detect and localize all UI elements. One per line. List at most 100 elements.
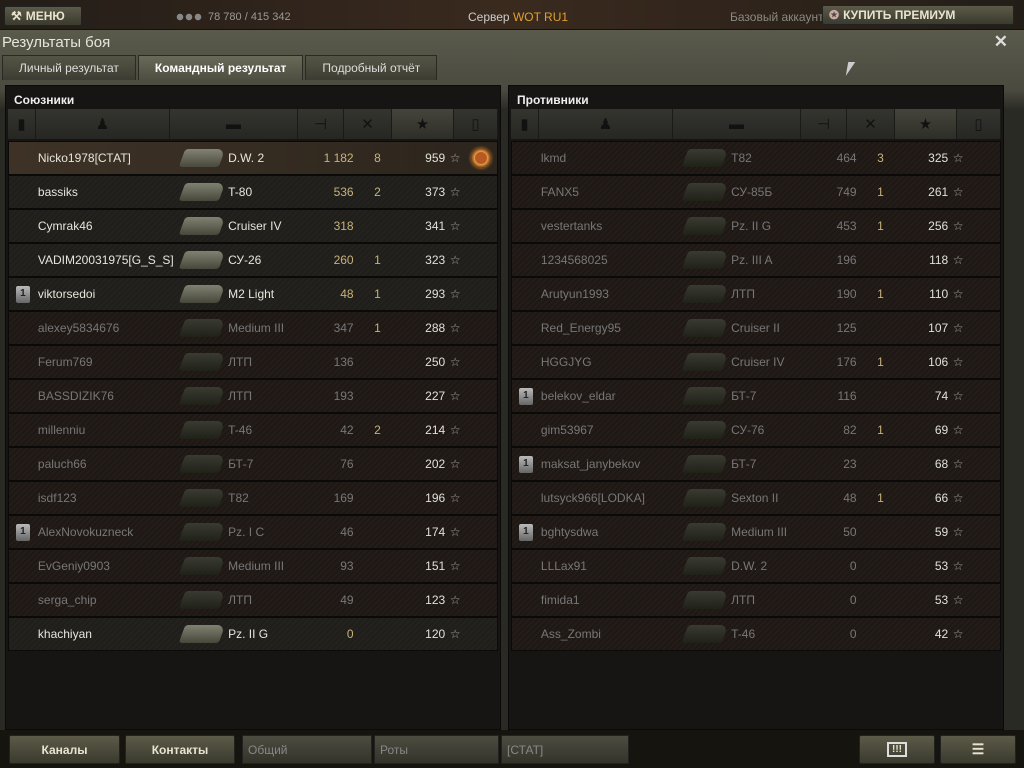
tab-detailed-report[interactable]: Подробный отчёт <box>305 55 438 80</box>
tank-name: ЛТП <box>731 593 755 607</box>
player-row[interactable]: Red_Energy95 Cruiser II 125 107 ☆ <box>511 311 1001 345</box>
player-name[interactable]: lkmd <box>540 151 567 165</box>
player-row[interactable]: vestertanks Pz. II G 453 1 256 ☆ <box>511 209 1001 243</box>
player-name[interactable]: maksat_janybekov <box>540 457 641 471</box>
player-name[interactable]: lutsyck966[LODKA] <box>540 491 645 505</box>
damage-column-header[interactable]: ⊣ <box>801 109 847 139</box>
player-row[interactable]: fimida1 ЛТП 0 53 ☆ <box>511 583 1001 617</box>
player-row[interactable]: millenniu T-46 42 2 214 ☆ <box>8 413 498 447</box>
player-row[interactable]: serga_chip ЛТП 49 123 ☆ <box>8 583 498 617</box>
player-row[interactable]: khachiyan Pz. II G 0 120 ☆ <box>8 617 498 651</box>
player-name[interactable]: HGGJYG <box>540 355 592 369</box>
tank-icon <box>179 251 226 269</box>
player-row[interactable]: 1 belekov_eldar БТ-7 116 74 ☆ <box>511 379 1001 413</box>
frags-column-header[interactable]: ✕ <box>344 109 392 139</box>
player-name[interactable]: BASSDIZIK76 <box>37 389 114 403</box>
player-row[interactable]: lutsyck966[LODKA] Sexton II 48 1 66 ☆ <box>511 481 1001 515</box>
star-icon: ☆ <box>952 627 964 641</box>
damage-column-header[interactable]: ⊣ <box>298 109 344 139</box>
frags-column-header[interactable]: ✕ <box>847 109 895 139</box>
player-name[interactable]: khachiyan <box>37 627 92 641</box>
player-name[interactable]: bassiks <box>37 185 78 199</box>
player-row[interactable]: Cymrak46 Cruiser IV 318 341 ☆ <box>8 209 498 243</box>
player-name[interactable]: vestertanks <box>540 219 603 233</box>
player-row[interactable]: gim53967 СУ-76 82 1 69 ☆ <box>511 413 1001 447</box>
xp-value: 256 <box>928 219 949 233</box>
player-row[interactable]: 1234568025 Pz. III A 196 118 ☆ <box>511 243 1001 277</box>
list-menu-button[interactable]: ☰ <box>940 735 1016 764</box>
player-row[interactable]: Nicko1978[СТАТ] D.W. 2 1 182 8 959 ☆ <box>8 141 498 175</box>
player-column-header[interactable]: ♟ <box>539 109 673 139</box>
player-row[interactable]: Arutyun1993 ЛТП 190 1 110 ☆ <box>511 277 1001 311</box>
player-name[interactable]: gim53967 <box>540 423 594 437</box>
player-name[interactable]: FANX5 <box>540 185 579 199</box>
rank-column-header[interactable]: ▮ <box>511 109 539 139</box>
player-row[interactable]: 1 bghtysdwa Medium III 50 59 ☆ <box>511 515 1001 549</box>
player-column-header[interactable]: ♟ <box>36 109 170 139</box>
rank-cell: 1 <box>9 523 37 541</box>
player-name[interactable]: bghtysdwa <box>540 525 599 539</box>
player-row[interactable]: VADIM20031975[G_S_S] СУ-26 260 1 323 ☆ <box>8 243 498 277</box>
player-row[interactable]: alexey5834676 Medium III 347 1 288 ☆ <box>8 311 498 345</box>
player-name[interactable]: paluch66 <box>37 457 87 471</box>
channels-button[interactable]: Каналы <box>9 735 120 764</box>
medal-column-header[interactable]: ▯ <box>454 109 498 139</box>
tank-column-header[interactable]: ▬ <box>170 109 298 139</box>
tank-column-header[interactable]: ▬ <box>673 109 801 139</box>
player-name[interactable]: millenniu <box>37 423 86 437</box>
rank-column-header[interactable]: ▮ <box>8 109 36 139</box>
player-row[interactable]: 1 maksat_janybekov БТ-7 23 68 ☆ <box>511 447 1001 481</box>
player-name[interactable]: fimida1 <box>540 593 580 607</box>
close-icon[interactable]: ✕ <box>993 32 1008 51</box>
tab-team-result[interactable]: Командный результат <box>137 55 304 80</box>
player-row[interactable]: 1 viktorsedoi M2 Light 48 1 293 ☆ <box>8 277 498 311</box>
player-name[interactable]: Red_Energy95 <box>540 321 621 335</box>
player-row[interactable]: Ferum769 ЛТП 136 250 ☆ <box>8 345 498 379</box>
player-name[interactable]: LLLax91 <box>540 559 587 573</box>
star-icon: ☆ <box>952 321 964 335</box>
player-row[interactable]: LLLax91 D.W. 2 0 53 ☆ <box>511 549 1001 583</box>
player-name[interactable]: AlexNovokuzneck <box>37 525 134 539</box>
player-name[interactable]: alexey5834676 <box>37 321 120 335</box>
notifications-button[interactable]: !!! <box>859 735 935 764</box>
buy-premium-button[interactable]: ✪ КУПИТЬ ПРЕМИУМ <box>822 5 1014 25</box>
player-name[interactable]: serga_chip <box>37 593 97 607</box>
chat-tab-companies[interactable]: Роты <box>374 735 499 764</box>
xp-star-column-header[interactable]: ★ <box>392 109 454 139</box>
player-row[interactable]: HGGJYG Cruiser IV 176 1 106 ☆ <box>511 345 1001 379</box>
player-row[interactable]: Ass_Zombi T-46 0 42 ☆ <box>511 617 1001 651</box>
player-name[interactable]: VADIM20031975[G_S_S] <box>37 253 174 267</box>
player-row[interactable]: EvGeniy0903 Medium III 93 151 ☆ <box>8 549 498 583</box>
player-name[interactable]: Arutyun1993 <box>540 287 609 301</box>
player-name[interactable]: Nicko1978[СТАТ] <box>37 151 131 165</box>
xp-star-column-header[interactable]: ★ <box>895 109 957 139</box>
player-row[interactable]: isdf123 T82 169 196 ☆ <box>8 481 498 515</box>
player-row[interactable]: BASSDIZIK76 ЛТП 193 227 ☆ <box>8 379 498 413</box>
player-row[interactable]: paluch66 БТ-7 76 202 ☆ <box>8 447 498 481</box>
player-name[interactable]: Ass_Zombi <box>540 627 601 641</box>
menu-button[interactable]: ⚒ МЕНЮ <box>4 6 82 26</box>
player-name[interactable]: isdf123 <box>37 491 77 505</box>
contacts-button[interactable]: Контакты <box>125 735 235 764</box>
player-row[interactable]: bassiks T-80 536 2 373 ☆ <box>8 175 498 209</box>
player-name[interactable]: viktorsedoi <box>37 287 96 301</box>
premium-star-icon: ✪ <box>829 8 840 22</box>
player-name[interactable]: Cymrak46 <box>37 219 93 233</box>
window-title: Результаты боя <box>2 34 111 51</box>
chat-tab-general[interactable]: Общий <box>242 735 372 764</box>
player-name[interactable]: belekov_eldar <box>540 389 616 403</box>
star-icon: ☆ <box>449 491 461 505</box>
star-icon: ☆ <box>952 593 964 607</box>
tab-personal-result[interactable]: Личный результат <box>2 55 136 80</box>
tank-cell <box>682 348 731 376</box>
chat-tab-clan[interactable]: [СТАТ] <box>501 735 629 764</box>
medal-column-header[interactable]: ▯ <box>957 109 1001 139</box>
player-name[interactable]: Ferum769 <box>37 355 93 369</box>
player-name[interactable]: EvGeniy0903 <box>37 559 110 573</box>
player-row[interactable]: FANX5 СУ-85Б 749 1 261 ☆ <box>511 175 1001 209</box>
player-row[interactable]: lkmd T82 464 3 325 ☆ <box>511 141 1001 175</box>
player-name[interactable]: 1234568025 <box>540 253 608 267</box>
player-row[interactable]: 1 AlexNovokuzneck Pz. I C 46 174 ☆ <box>8 515 498 549</box>
xp-value: 59 <box>934 525 949 539</box>
medal-icon[interactable] <box>471 148 492 168</box>
